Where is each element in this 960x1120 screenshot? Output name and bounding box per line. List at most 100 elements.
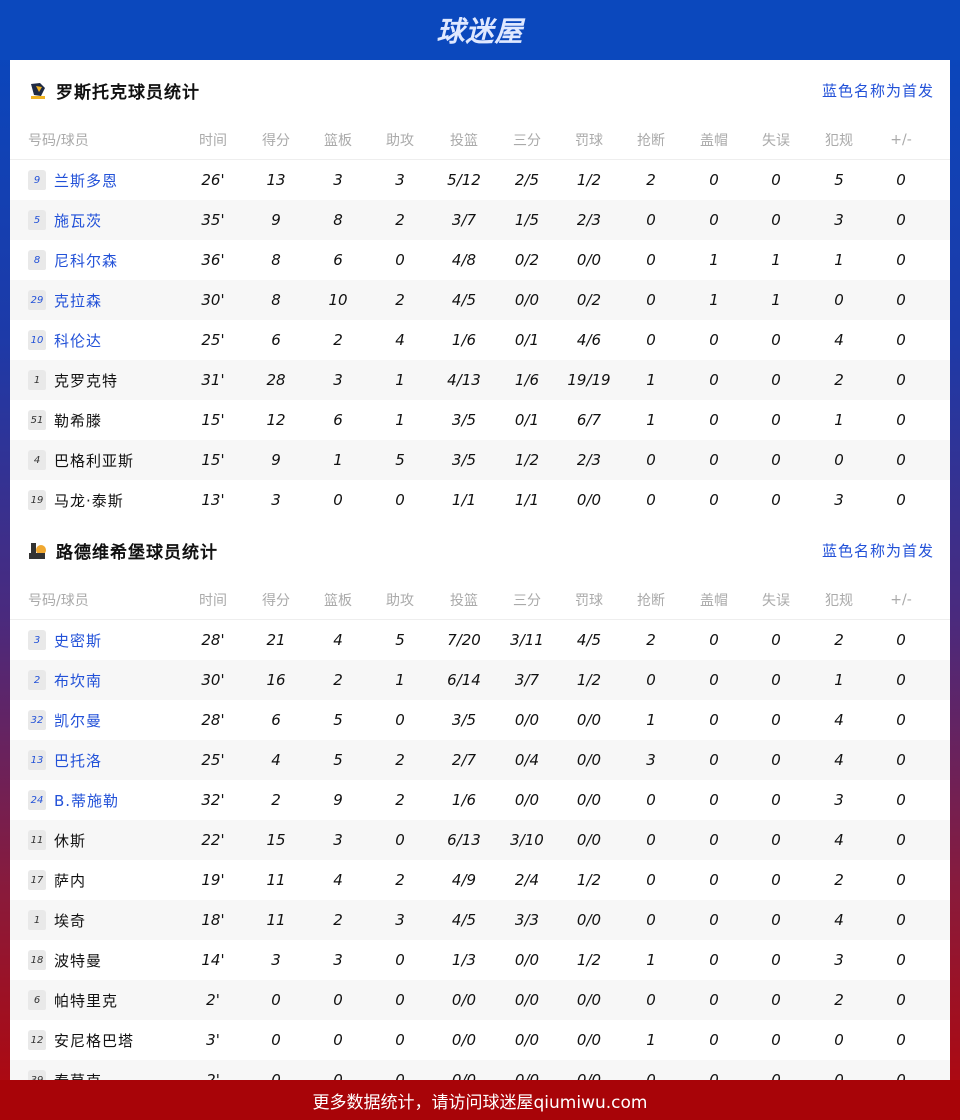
player-row[interactable]: 9 兰斯多恩 26' 13 3 3 5/12 2/5 1/2 2 0 0 5 0 <box>10 160 950 200</box>
player-cell[interactable]: 12 安尼格巴塔 <box>28 1030 134 1051</box>
stat-cell: 2/7 <box>451 751 477 769</box>
jersey-icon: 13 <box>28 750 46 770</box>
stat-cell: 4 <box>834 711 844 729</box>
player-name[interactable]: B.蒂施勒 <box>54 791 120 810</box>
player-name[interactable]: 安尼格巴塔 <box>54 1031 135 1050</box>
stat-cell: 0 <box>395 491 405 509</box>
stat-cell: 32' <box>201 791 225 809</box>
jersey-icon: 3 <box>28 630 46 650</box>
player-cell[interactable]: 29 克拉森 <box>28 290 102 311</box>
player-cell[interactable]: 1 埃奇 <box>28 910 86 931</box>
player-row[interactable]: 10 科伦达 25' 6 2 4 1/6 0/1 4/6 0 0 0 4 0 <box>10 320 950 360</box>
player-name[interactable]: 萨内 <box>54 871 87 890</box>
team-logo-icon <box>28 540 48 560</box>
player-cell[interactable]: 19 马龙·泰斯 <box>28 490 124 511</box>
stat-cell: 1 <box>709 291 719 309</box>
player-row[interactable]: 17 萨内 19' 11 4 2 4/9 2/4 1/2 0 0 0 2 0 <box>10 860 950 900</box>
stat-cell: 13 <box>266 171 286 189</box>
player-cell[interactable]: 2 布坎南 <box>28 670 102 691</box>
stat-cell: 1 <box>646 951 656 969</box>
player-row[interactable]: 19 马龙·泰斯 13' 3 0 0 1/1 1/1 0/0 0 0 0 3 0 <box>10 480 950 520</box>
stat-cell: 3 <box>333 831 343 849</box>
stat-cell: 0 <box>896 411 906 429</box>
player-cell[interactable]: 10 科伦达 <box>28 330 102 351</box>
stat-cell: 0 <box>771 171 781 189</box>
player-cell[interactable]: 18 波特曼 <box>28 950 102 971</box>
player-name[interactable]: 尼科尔森 <box>54 251 119 270</box>
player-cell[interactable]: 6 帕特里克 <box>28 990 118 1011</box>
stat-cell: 0 <box>646 491 656 509</box>
jersey-icon: 18 <box>28 950 46 970</box>
stat-cell: 2 <box>395 751 405 769</box>
player-cell[interactable]: 3 史密斯 <box>28 630 102 651</box>
stat-cell: 0/0 <box>576 991 602 1009</box>
column-header: 罚球 <box>575 592 603 609</box>
player-row[interactable]: 3 史密斯 28' 21 4 5 7/20 3/11 4/5 2 0 0 2 0 <box>10 620 950 660</box>
player-name[interactable]: 克罗克特 <box>54 371 119 390</box>
stat-cell: 3 <box>271 491 281 509</box>
player-name[interactable]: 巴托洛 <box>54 751 103 770</box>
player-name[interactable]: 马龙·泰斯 <box>54 491 124 510</box>
player-row[interactable]: 5 施瓦茨 35' 9 8 2 3/7 1/5 2/3 0 0 0 3 0 <box>10 200 950 240</box>
player-name[interactable]: 帕特里克 <box>54 991 119 1010</box>
stat-cell: 1 <box>834 671 844 689</box>
player-row[interactable]: 13 巴托洛 25' 4 5 2 2/7 0/4 0/0 3 0 0 4 0 <box>10 740 950 780</box>
player-name[interactable]: 巴格利亚斯 <box>54 451 135 470</box>
stat-cell: 0 <box>271 1031 281 1049</box>
player-cell[interactable]: 51 勒希滕 <box>28 410 102 431</box>
player-row[interactable]: 8 尼科尔森 36' 8 6 0 4/8 0/2 0/0 0 1 1 1 0 <box>10 240 950 280</box>
stat-cell: 0/2 <box>514 251 540 269</box>
player-name[interactable]: 埃奇 <box>54 911 87 930</box>
stat-cell: 0 <box>896 631 906 649</box>
stat-cell: 2/3 <box>576 211 602 229</box>
player-name[interactable]: 勒希滕 <box>54 411 103 430</box>
player-name[interactable]: 凯尔曼 <box>54 711 103 730</box>
player-cell[interactable]: 17 萨内 <box>28 870 86 891</box>
stat-cell: 0/0 <box>514 991 540 1009</box>
player-row[interactable]: 1 克罗克特 31' 28 3 1 4/13 1/6 19/19 1 0 0 2 0 <box>10 360 950 400</box>
jersey-icon: 12 <box>28 1030 46 1050</box>
player-name[interactable]: 休斯 <box>54 831 87 850</box>
player-row[interactable]: 1 埃奇 18' 11 2 3 4/5 3/3 0/0 0 0 0 4 0 <box>10 900 950 940</box>
player-cell[interactable]: 13 巴托洛 <box>28 750 102 771</box>
player-row[interactable]: 18 波特曼 14' 3 3 0 1/3 0/0 1/2 1 0 0 3 0 <box>10 940 950 980</box>
player-cell[interactable]: 24 B.蒂施勒 <box>28 790 119 811</box>
stat-cell: 0/0 <box>576 831 602 849</box>
player-row[interactable]: 6 帕特里克 2' 0 0 0 0/0 0/0 0/0 0 0 0 2 0 <box>10 980 950 1020</box>
footer-banner[interactable]: 更多数据统计，请访问球迷屋qiumiwu.com <box>0 1080 960 1120</box>
stat-cell: 0 <box>646 211 656 229</box>
column-header: 助攻 <box>386 132 414 149</box>
player-row[interactable]: 32 凯尔曼 28' 6 5 0 3/5 0/0 0/0 1 0 0 4 0 <box>10 700 950 740</box>
player-name[interactable]: 施瓦茨 <box>54 211 103 230</box>
player-cell[interactable]: 8 尼科尔森 <box>28 250 118 271</box>
player-cell[interactable]: 32 凯尔曼 <box>28 710 102 731</box>
player-cell[interactable]: 1 克罗克特 <box>28 370 118 391</box>
player-name[interactable]: 克拉森 <box>54 291 103 310</box>
player-row[interactable]: 29 克拉森 30' 8 10 2 4/5 0/0 0/2 0 1 1 0 0 <box>10 280 950 320</box>
player-row[interactable]: 24 B.蒂施勒 32' 2 9 2 1/6 0/0 0/0 0 0 0 3 0 <box>10 780 950 820</box>
player-cell[interactable]: 11 休斯 <box>28 830 86 851</box>
player-row[interactable]: 51 勒希滕 15' 12 6 1 3/5 0/1 6/7 1 0 0 1 0 <box>10 400 950 440</box>
stat-cell: 36' <box>201 251 225 269</box>
stat-cell: 1/2 <box>576 671 602 689</box>
stat-cell: 2 <box>834 991 844 1009</box>
player-cell[interactable]: 4 巴格利亚斯 <box>28 450 134 471</box>
player-cell[interactable]: 5 施瓦茨 <box>28 210 102 231</box>
stat-cell: 3 <box>395 911 405 929</box>
player-row[interactable]: 2 布坎南 30' 16 2 1 6/14 3/7 1/2 0 0 0 1 0 <box>10 660 950 700</box>
stat-cell: 6 <box>271 711 281 729</box>
stat-cell: 0 <box>333 491 343 509</box>
player-name[interactable]: 史密斯 <box>54 631 103 650</box>
stat-cell: 11 <box>266 911 286 929</box>
stat-cell: 2 <box>395 291 405 309</box>
stat-cell: 0/0 <box>514 711 540 729</box>
player-row[interactable]: 4 巴格利亚斯 15' 9 1 5 3/5 1/2 2/3 0 0 0 0 0 <box>10 440 950 480</box>
player-cell[interactable]: 9 兰斯多恩 <box>28 170 118 191</box>
column-header: 篮板 <box>324 132 352 149</box>
player-name[interactable]: 兰斯多恩 <box>54 171 119 190</box>
player-row[interactable]: 11 休斯 22' 15 3 0 6/13 3/10 0/0 0 0 0 4 0 <box>10 820 950 860</box>
player-name[interactable]: 布坎南 <box>54 671 103 690</box>
player-row[interactable]: 12 安尼格巴塔 3' 0 0 0 0/0 0/0 0/0 1 0 0 0 0 <box>10 1020 950 1060</box>
player-name[interactable]: 科伦达 <box>54 331 103 350</box>
player-name[interactable]: 波特曼 <box>54 951 103 970</box>
